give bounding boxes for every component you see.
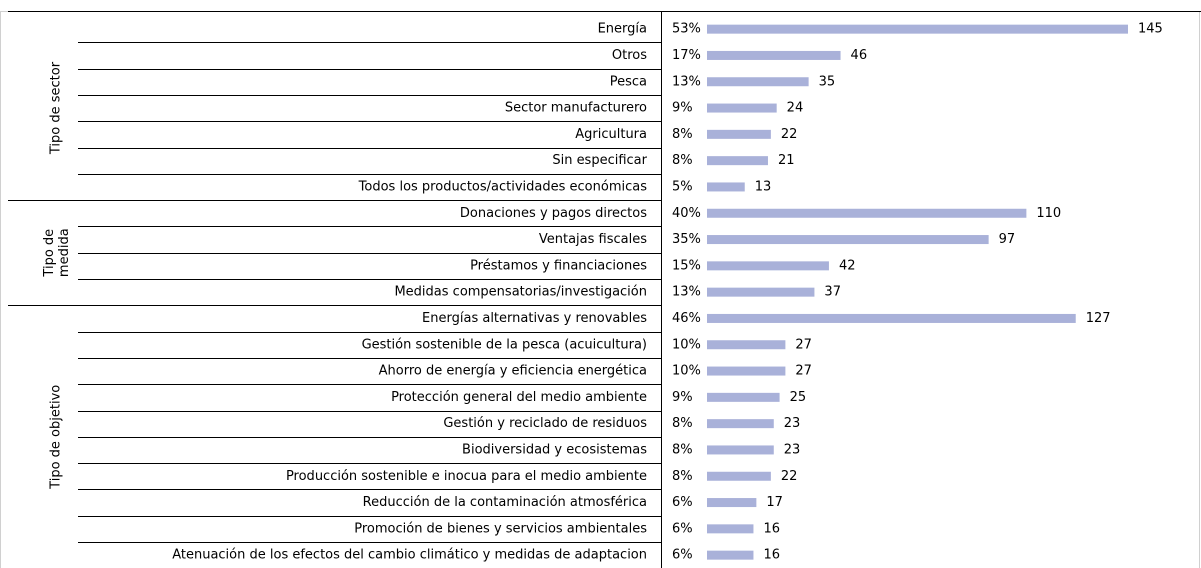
percent-label: 5% [672, 179, 693, 194]
category-label: Préstamos y financiaciones [470, 258, 647, 273]
value-label: 21 [778, 153, 795, 168]
bar [707, 235, 989, 245]
value-label: 24 [787, 101, 804, 116]
value-label: 17 [766, 495, 783, 510]
category-label: Biodiversidad y ecosistemas [462, 442, 647, 457]
category-label: Donaciones y pagos directos [460, 206, 647, 221]
value-label: 127 [1086, 311, 1111, 326]
value-label: 27 [795, 337, 812, 352]
value-label: 23 [784, 442, 801, 457]
category-label: Ventajas fiscales [539, 232, 647, 247]
percent-label: 8% [672, 153, 693, 168]
category-label: Gestión sostenible de la pesca (acuicult… [362, 337, 647, 352]
percent-label: 10% [672, 337, 701, 352]
percent-label: 40% [672, 206, 701, 221]
percent-label: 13% [672, 74, 701, 89]
percent-label: 10% [672, 364, 701, 379]
group-label: Tipo de objetivo [49, 385, 64, 490]
bar [707, 77, 809, 87]
bar [707, 208, 1027, 218]
percent-label: 35% [672, 232, 701, 247]
category-label: Ahorro de energía y eficiencia energétic… [379, 364, 647, 379]
category-label: Energía [598, 22, 647, 37]
bar [707, 24, 1128, 34]
category-label: Reducción de la contaminación atmosféric… [363, 495, 647, 510]
value-label: 37 [824, 285, 841, 300]
group-label: Tipo demedida [42, 228, 72, 277]
category-label: Energías alternativas y renovables [422, 311, 647, 326]
bar [707, 340, 786, 350]
percent-label: 46% [672, 311, 701, 326]
value-label: 16 [763, 521, 780, 536]
bar [707, 50, 841, 60]
percent-label: 8% [672, 127, 693, 142]
value-label: 22 [781, 127, 798, 142]
bar [707, 156, 768, 166]
bar [707, 313, 1076, 323]
bar [707, 419, 774, 429]
bar [707, 287, 815, 297]
category-label: Sector manufacturero [505, 101, 647, 116]
bar [707, 471, 771, 481]
value-label: 46 [851, 48, 868, 63]
category-label: Todos los productos/actividades económic… [358, 179, 648, 194]
value-label: 42 [839, 258, 856, 273]
percent-label: 9% [672, 390, 693, 405]
bar [707, 182, 745, 192]
percent-label: 8% [672, 469, 693, 484]
percent-label: 6% [672, 521, 693, 536]
percent-label: 6% [672, 548, 693, 563]
bar [707, 445, 774, 455]
percent-label: 53% [672, 22, 701, 37]
category-label: Pesca [610, 74, 647, 89]
group-label: Tipo de sector [49, 61, 64, 155]
value-label: 23 [784, 416, 801, 431]
percent-label: 17% [672, 48, 701, 63]
value-label: 25 [790, 390, 807, 405]
category-label: Medidas compensatorias/investigación [394, 285, 647, 300]
bar [707, 261, 829, 271]
bar [707, 524, 754, 534]
value-label: 22 [781, 469, 798, 484]
value-label: 97 [999, 232, 1016, 247]
category-label: Otros [612, 48, 647, 63]
percent-label: 9% [672, 101, 693, 116]
value-label: 35 [819, 74, 836, 89]
value-label: 27 [795, 364, 812, 379]
percent-label: 8% [672, 442, 693, 457]
value-label: 145 [1138, 22, 1163, 37]
bar [707, 129, 771, 139]
value-label: 13 [755, 179, 772, 194]
bar [707, 550, 754, 560]
category-label: Agricultura [575, 127, 647, 142]
category-label: Producción sostenible e inocua para el m… [286, 469, 647, 484]
percent-label: 8% [672, 416, 693, 431]
category-label: Sin especificar [552, 153, 647, 168]
bar [707, 366, 786, 376]
percent-label: 13% [672, 285, 701, 300]
category-label: Atenuación de los efectos del cambio cli… [172, 548, 647, 563]
bar [707, 498, 757, 508]
category-label: Promoción de bienes y servicios ambienta… [354, 521, 647, 536]
bar [707, 103, 777, 113]
value-label: 16 [763, 548, 780, 563]
percent-label: 6% [672, 495, 693, 510]
percent-label: 15% [672, 258, 701, 273]
value-label: 110 [1036, 206, 1061, 221]
category-label: Gestión y reciclado de residuos [443, 416, 647, 431]
category-label: Protección general del medio ambiente [391, 390, 647, 405]
bar [707, 392, 780, 402]
